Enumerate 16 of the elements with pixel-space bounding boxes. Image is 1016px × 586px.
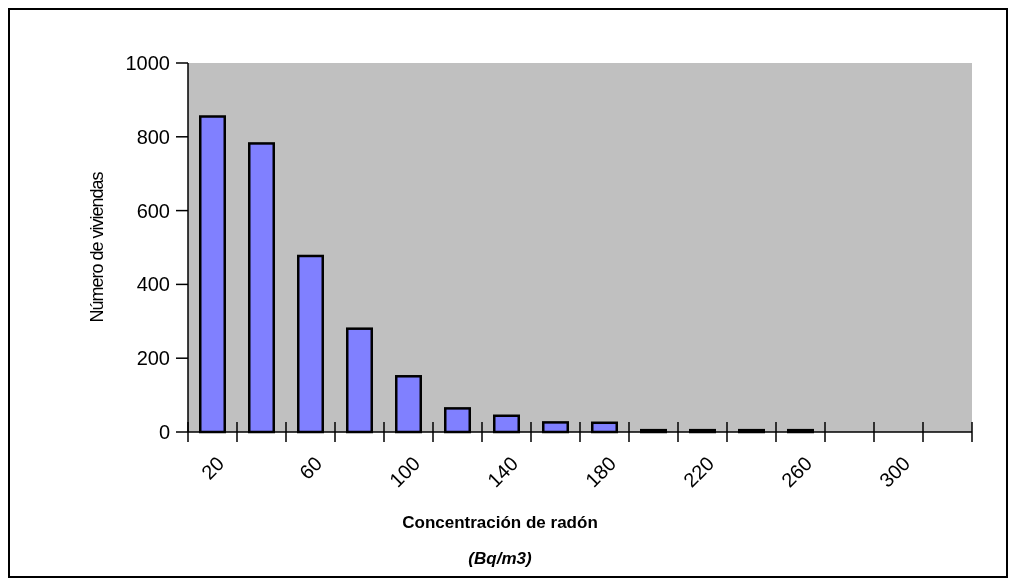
x-tick-label: 300 xyxy=(875,452,915,492)
y-axis-title: Número de viviendas xyxy=(87,171,107,323)
x-tick-label: 140 xyxy=(483,452,523,492)
x-tick-label: 180 xyxy=(581,452,621,492)
y-tick-label: 1000 xyxy=(125,52,170,74)
x-tick-label: 220 xyxy=(679,452,719,492)
x-axis-title: Concentración de radón (Bq/m3) xyxy=(402,513,598,568)
x-tick-label: 260 xyxy=(777,452,817,492)
y-tick-label: 800 xyxy=(136,125,170,148)
x-tick-label: 20 xyxy=(196,452,229,484)
x-tick-label: 60 xyxy=(294,452,327,484)
y-tick-label: 200 xyxy=(136,347,170,370)
y-tick-label: 400 xyxy=(136,273,170,296)
y-tick-label: 0 xyxy=(158,421,170,443)
x-tick-label: 100 xyxy=(385,452,425,492)
y-tick-label: 600 xyxy=(136,199,170,222)
